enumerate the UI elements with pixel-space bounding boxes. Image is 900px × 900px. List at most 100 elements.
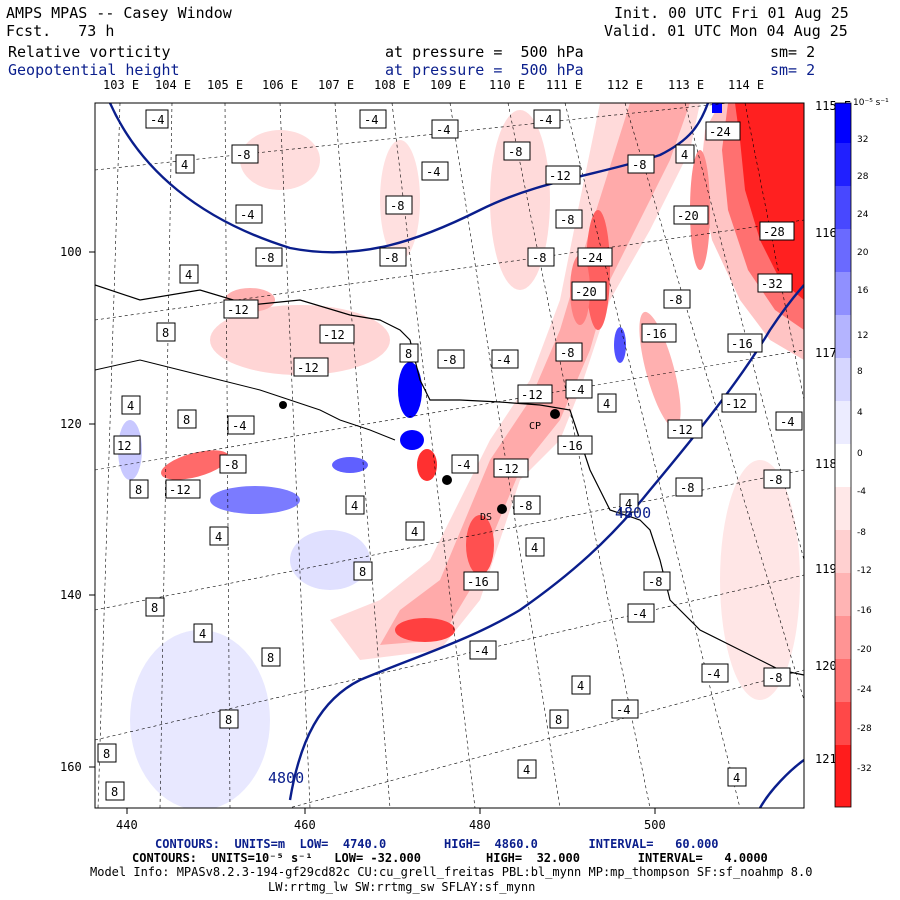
contour-label: -32 (761, 277, 783, 291)
contour-label: 4 (181, 158, 188, 172)
contour-label: 4 (215, 530, 222, 544)
contour-label: 4 (577, 679, 584, 693)
contour-label: -8 (384, 251, 398, 265)
colorbar-tick: 28 (857, 172, 869, 182)
lon-label: 111 E (546, 78, 583, 92)
contour-label: -8 (442, 353, 456, 367)
plot-frame (94, 102, 805, 809)
contour-label: -8 (390, 199, 404, 213)
field1-smoothing: sm= 2 (770, 43, 816, 61)
colorbar-tick: -8 (857, 528, 866, 538)
contour-label: 4 (523, 763, 530, 777)
contour-label: 4 (411, 525, 418, 539)
lon-label: 103 E (103, 78, 140, 92)
lon-label: 107 E (318, 78, 355, 92)
contour-label: -4 (706, 667, 720, 681)
contour-label: -8 (532, 251, 546, 265)
contour-label: 4 (127, 399, 134, 413)
colorbar-tick: -16 (857, 606, 872, 616)
contour-label: -8 (632, 158, 646, 172)
contour-label: -8 (518, 499, 532, 513)
contour-label: -12 (297, 361, 319, 375)
field1-name: Relative vorticity (8, 43, 171, 61)
coastline (95, 359, 396, 441)
contour-label: -12 (497, 462, 519, 476)
contour-label: -4 (150, 113, 164, 127)
contour-label: -4 (232, 419, 246, 433)
contour-label: -4 (570, 383, 584, 397)
contour-label: -24 (581, 251, 603, 265)
lon-label: 106 E (262, 78, 299, 92)
colorbar-unit: 10⁻⁵ s⁻¹ (853, 98, 889, 108)
contour-label: 8 (151, 601, 158, 615)
contour-label: -8 (508, 145, 522, 159)
contour-label: 4 (603, 397, 610, 411)
contour-label: 4 (681, 148, 688, 162)
contour-label: -4 (456, 458, 470, 472)
model-info-2: LW:rrtmg_lw SW:rrtmg_sw SFLAY:sf_mynn (268, 880, 536, 894)
contour-label: -8 (260, 251, 274, 265)
y-tick-label: 160 (60, 760, 82, 774)
contour-label: -24 (709, 125, 731, 139)
contour-label: -12 (323, 328, 345, 342)
field2-name: Geopotential height (8, 61, 180, 79)
colorbar-tick: 8 (857, 367, 863, 377)
contour-label: -4 (538, 113, 552, 127)
contour-label: -4 (426, 165, 440, 179)
height-contour-info: CONTOURS: UNITS=m LOW= 4740.0 HIGH= 4860… (155, 837, 719, 851)
axis-ticks (89, 251, 656, 814)
colorbar-tick: -32 (857, 764, 872, 774)
x-tick-label: 500 (644, 818, 666, 832)
y-tick-label: 100 (60, 245, 82, 259)
contour-label: -20 (575, 285, 597, 299)
height-contour-labels: 4800 4800 (268, 504, 651, 787)
contour-label: -12 (227, 303, 249, 317)
contour-label: -4 (240, 208, 254, 222)
contour-label: -16 (645, 327, 667, 341)
lon-label: 110 E (489, 78, 526, 92)
height-label: 4800 (615, 504, 651, 522)
contour-label: -12 (725, 397, 747, 411)
contour-label: -4 (780, 415, 794, 429)
init-time: Init. 00 UTC Fri 01 Aug 25 (614, 4, 849, 22)
contour-label: -8 (236, 148, 250, 162)
contour-label: -4 (632, 607, 646, 621)
contour-label: 4 (531, 541, 538, 555)
colorbar-tick: 20 (857, 248, 869, 258)
colorbar-tick: 24 (857, 210, 869, 220)
lon-label: 105 E (207, 78, 244, 92)
contour-label: -12 (549, 169, 571, 183)
lon-label: 114 E (728, 78, 765, 92)
y-tick-label: 140 (60, 588, 82, 602)
contour-label: -28 (763, 225, 785, 239)
contour-label: 4 (199, 627, 206, 641)
contour-label: -4 (496, 353, 510, 367)
contour-labels: -4 4 -8 -4 -4 -4 -4 -8 -8 -8 4 -4 -8 -12… (97, 109, 803, 801)
colorbar (834, 102, 852, 808)
field2-level: at pressure = 500 hPa (385, 61, 584, 79)
contour-label: -8 (768, 473, 782, 487)
forecast-hour: Fcst. 73 h (6, 22, 115, 40)
contour-label: -8 (648, 575, 662, 589)
contour-label: 8 (555, 713, 562, 727)
colorbar-tick: -28 (857, 724, 872, 734)
lon-label: 113 E (668, 78, 705, 92)
colorbar-tick: 4 (857, 408, 863, 418)
colorbar-tick: 32 (857, 135, 869, 145)
contour-label: 8 (135, 483, 142, 497)
vorticity-contour-info: CONTOURS: UNITS=10⁻⁵ s⁻¹ LOW= -32.000 HI… (132, 851, 768, 865)
lon-label: 108 E (374, 78, 411, 92)
y-tick-label: 120 (60, 417, 82, 431)
contour-label: -8 (668, 293, 682, 307)
contour-label: -16 (731, 337, 753, 351)
contour-label: 8 (405, 347, 412, 361)
map-title: AMPS MPAS -- Casey Window (6, 4, 232, 22)
contour-label: -4 (364, 113, 378, 127)
contour-label: 8 (162, 326, 169, 340)
x-tick-label: 480 (469, 818, 491, 832)
height-label: 4800 (268, 769, 304, 787)
contour-label: -16 (467, 575, 489, 589)
contour-label: -12 (521, 388, 543, 402)
contour-label: -12 (169, 483, 191, 497)
